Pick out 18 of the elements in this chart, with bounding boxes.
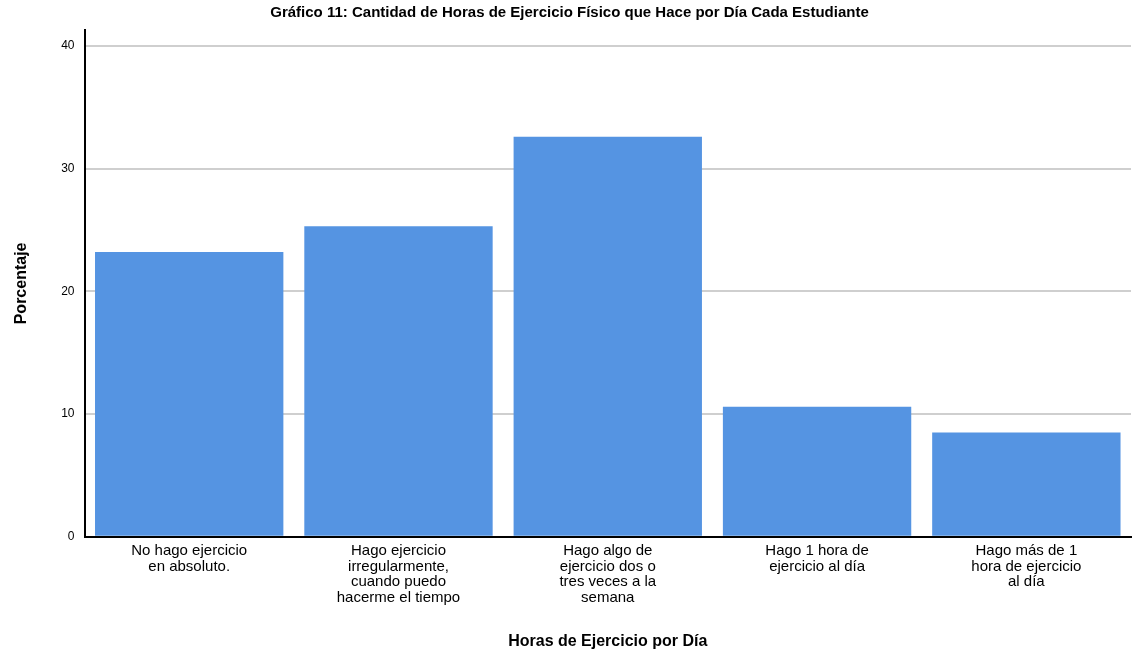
y-tick-label: 0: [67, 529, 75, 544]
x-tick-label: No hago ejercicio en absoluto.: [131, 540, 248, 574]
x-tick-label: Hago algo de ejercicio dos o tres veces a la semana: [559, 540, 657, 606]
bar: [722, 406, 912, 536]
y-tick-label: 20: [61, 283, 75, 298]
x-axis-title: Horas de Ejercicio por Día: [508, 631, 708, 649]
bar: [932, 432, 1121, 536]
x-tick-label: Hago ejercicio irregularmente, cuando puedo hacerme el tiempo: [336, 540, 461, 606]
y-tick-label: 30: [61, 160, 75, 175]
y-tick-label: 10: [61, 406, 75, 421]
y-axis-title: Porcentaje: [12, 242, 30, 325]
x-tick-label: Hago 1 hora de ejercicio al día: [765, 540, 869, 574]
bar: [304, 226, 493, 536]
y-tick-label: 40: [61, 38, 75, 53]
bar: [513, 136, 702, 536]
x-tick-label: Hago más de 1 hora de ejercicio al día: [971, 540, 1082, 590]
chart-title: Gráfico 11: Cantidad de Horas de Ejercicio Físico que Hace por Día Cada Estudiante: [270, 3, 869, 21]
bar: [95, 252, 284, 536]
